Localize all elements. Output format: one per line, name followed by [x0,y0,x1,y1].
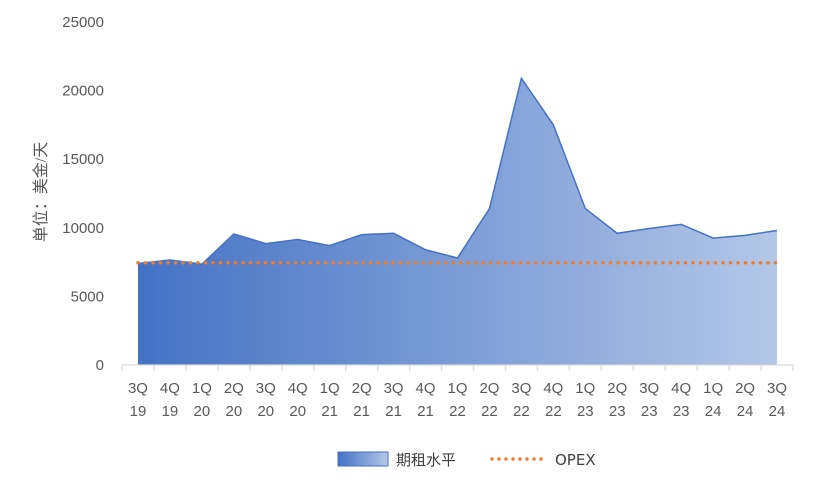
area-fill [137,78,778,365]
x-tick-label: 3Q 19 [128,380,148,420]
x-tick-label: 2Q 23 [607,380,627,420]
y-tick-label: 25000 [62,14,104,31]
x-tick-label: 2Q 24 [735,380,755,420]
x-tick-label: 3Q 21 [384,380,404,420]
legend-label-area: 期租水平 [396,451,456,469]
x-tick-label: 3Q 23 [639,380,659,420]
x-tick-label: 4Q 19 [160,380,180,420]
y-tick-label: 20000 [62,83,104,100]
x-tick-label: 1Q 20 [192,380,212,420]
x-tick-label: 1Q 22 [447,380,467,420]
x-axis [121,364,794,371]
x-tick-label: 1Q 23 [575,380,595,420]
area-series-layer [137,76,778,365]
x-tick-label: 4Q 23 [671,380,691,420]
y-tick-label: 15000 [62,151,104,168]
x-tick-label: 3Q 20 [256,380,276,420]
legend: 期租水平 OPEX [337,451,596,469]
x-tick-label: 3Q 24 [767,380,787,420]
y-axis-label: 单位：美金/天 [32,142,50,242]
x-axis-tick-labels: 3Q 19 4Q 19 1Q 20 2Q 20 3Q 20 4Q 20 1Q 21 2Q 21 3Q 21 4Q 21… [128,380,787,420]
y-tick-label: 0 [96,357,104,374]
y-axis-tick-labels: 0 5000 10000 15000 20000 25000 [62,14,104,374]
x-tick-label: 2Q 22 [479,380,499,420]
y-tick-label: 5000 [71,288,104,305]
y-tick-label: 10000 [62,220,104,237]
legend-label-opex: OPEX [555,451,596,469]
x-tick-label: 4Q 22 [543,380,563,420]
x-tick-label: 1Q 24 [703,380,723,420]
x-tick-label: 4Q 21 [416,380,436,420]
x-tick-label: 1Q 21 [320,380,340,420]
x-tick-label: 2Q 20 [224,380,244,420]
x-tick-label: 2Q 21 [352,380,372,420]
area-outline [137,76,778,265]
x-tick-label: 3Q 22 [511,380,531,420]
legend-swatch-area [337,451,389,467]
x-tick-label: 4Q 20 [288,380,308,420]
